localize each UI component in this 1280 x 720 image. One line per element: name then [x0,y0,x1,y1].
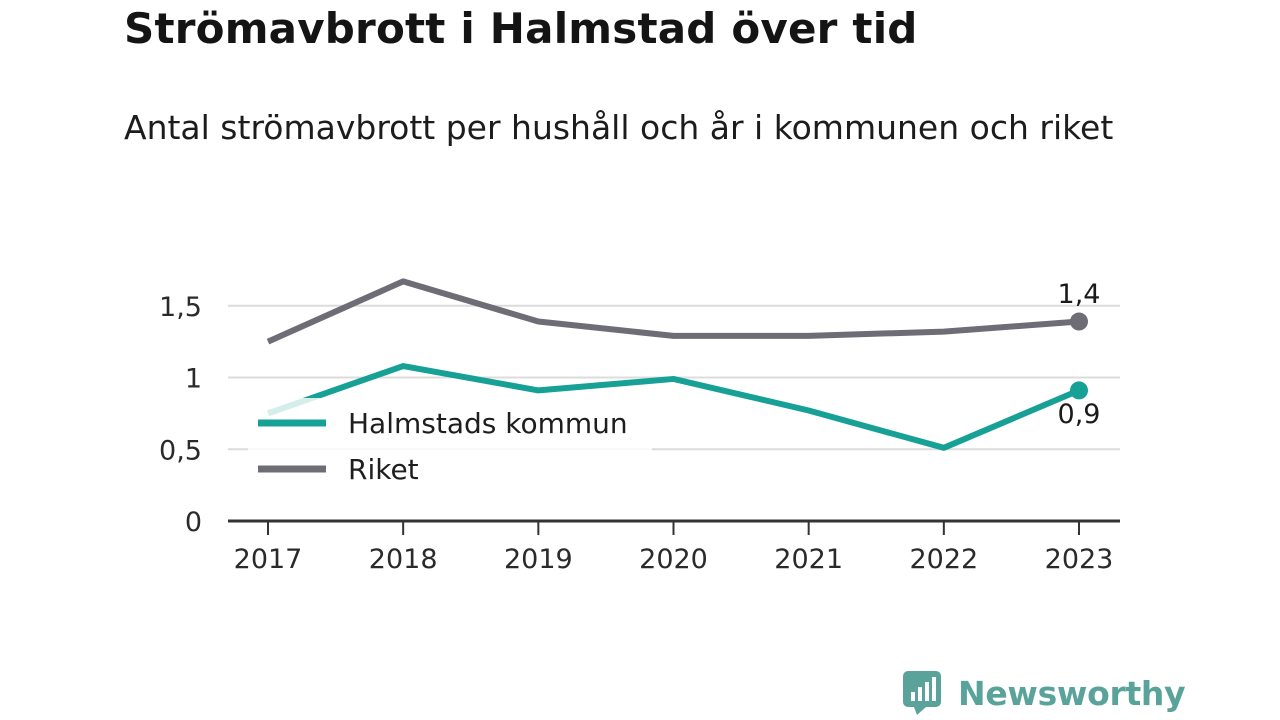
end-point-halmstad [1070,381,1088,400]
legend-label-halmstad: Halmstads kommun [348,407,628,440]
legend-label-riket: Riket [348,453,419,486]
newsworthy-logo: Newsworthy [902,670,1186,716]
chart-title: Strömavbrott i Halmstad över tid [124,4,918,53]
x-tick-label: 2017 [234,544,303,575]
series-line-halmstad [267,363,1081,451]
y-tick-label: 1,5 [159,292,202,323]
x-tick-label: 2021 [774,544,843,575]
legend-background [248,398,652,490]
y-tick-label: 0,5 [159,435,202,466]
x-tick-label: 2023 [1045,544,1114,575]
x-tick-label: 2020 [639,544,708,575]
end-point-riket [1070,312,1088,331]
newsworthy-logo-icon [903,671,941,715]
x-tick-label: 2022 [909,544,978,575]
series-line-riket [266,278,1080,345]
chart-subtitle: Antal strömavbrott per hushåll och år i … [124,108,1114,147]
logo-text: Newsworthy [958,673,1186,713]
end-label-halmstad: 0,9 [1058,399,1101,430]
x-tick-label: 2018 [369,544,438,575]
y-tick-label: 0 [185,507,202,538]
end-label-riket: 1,4 [1058,279,1101,310]
x-tick-label: 2019 [504,544,573,575]
y-tick-label: 1 [185,364,202,395]
